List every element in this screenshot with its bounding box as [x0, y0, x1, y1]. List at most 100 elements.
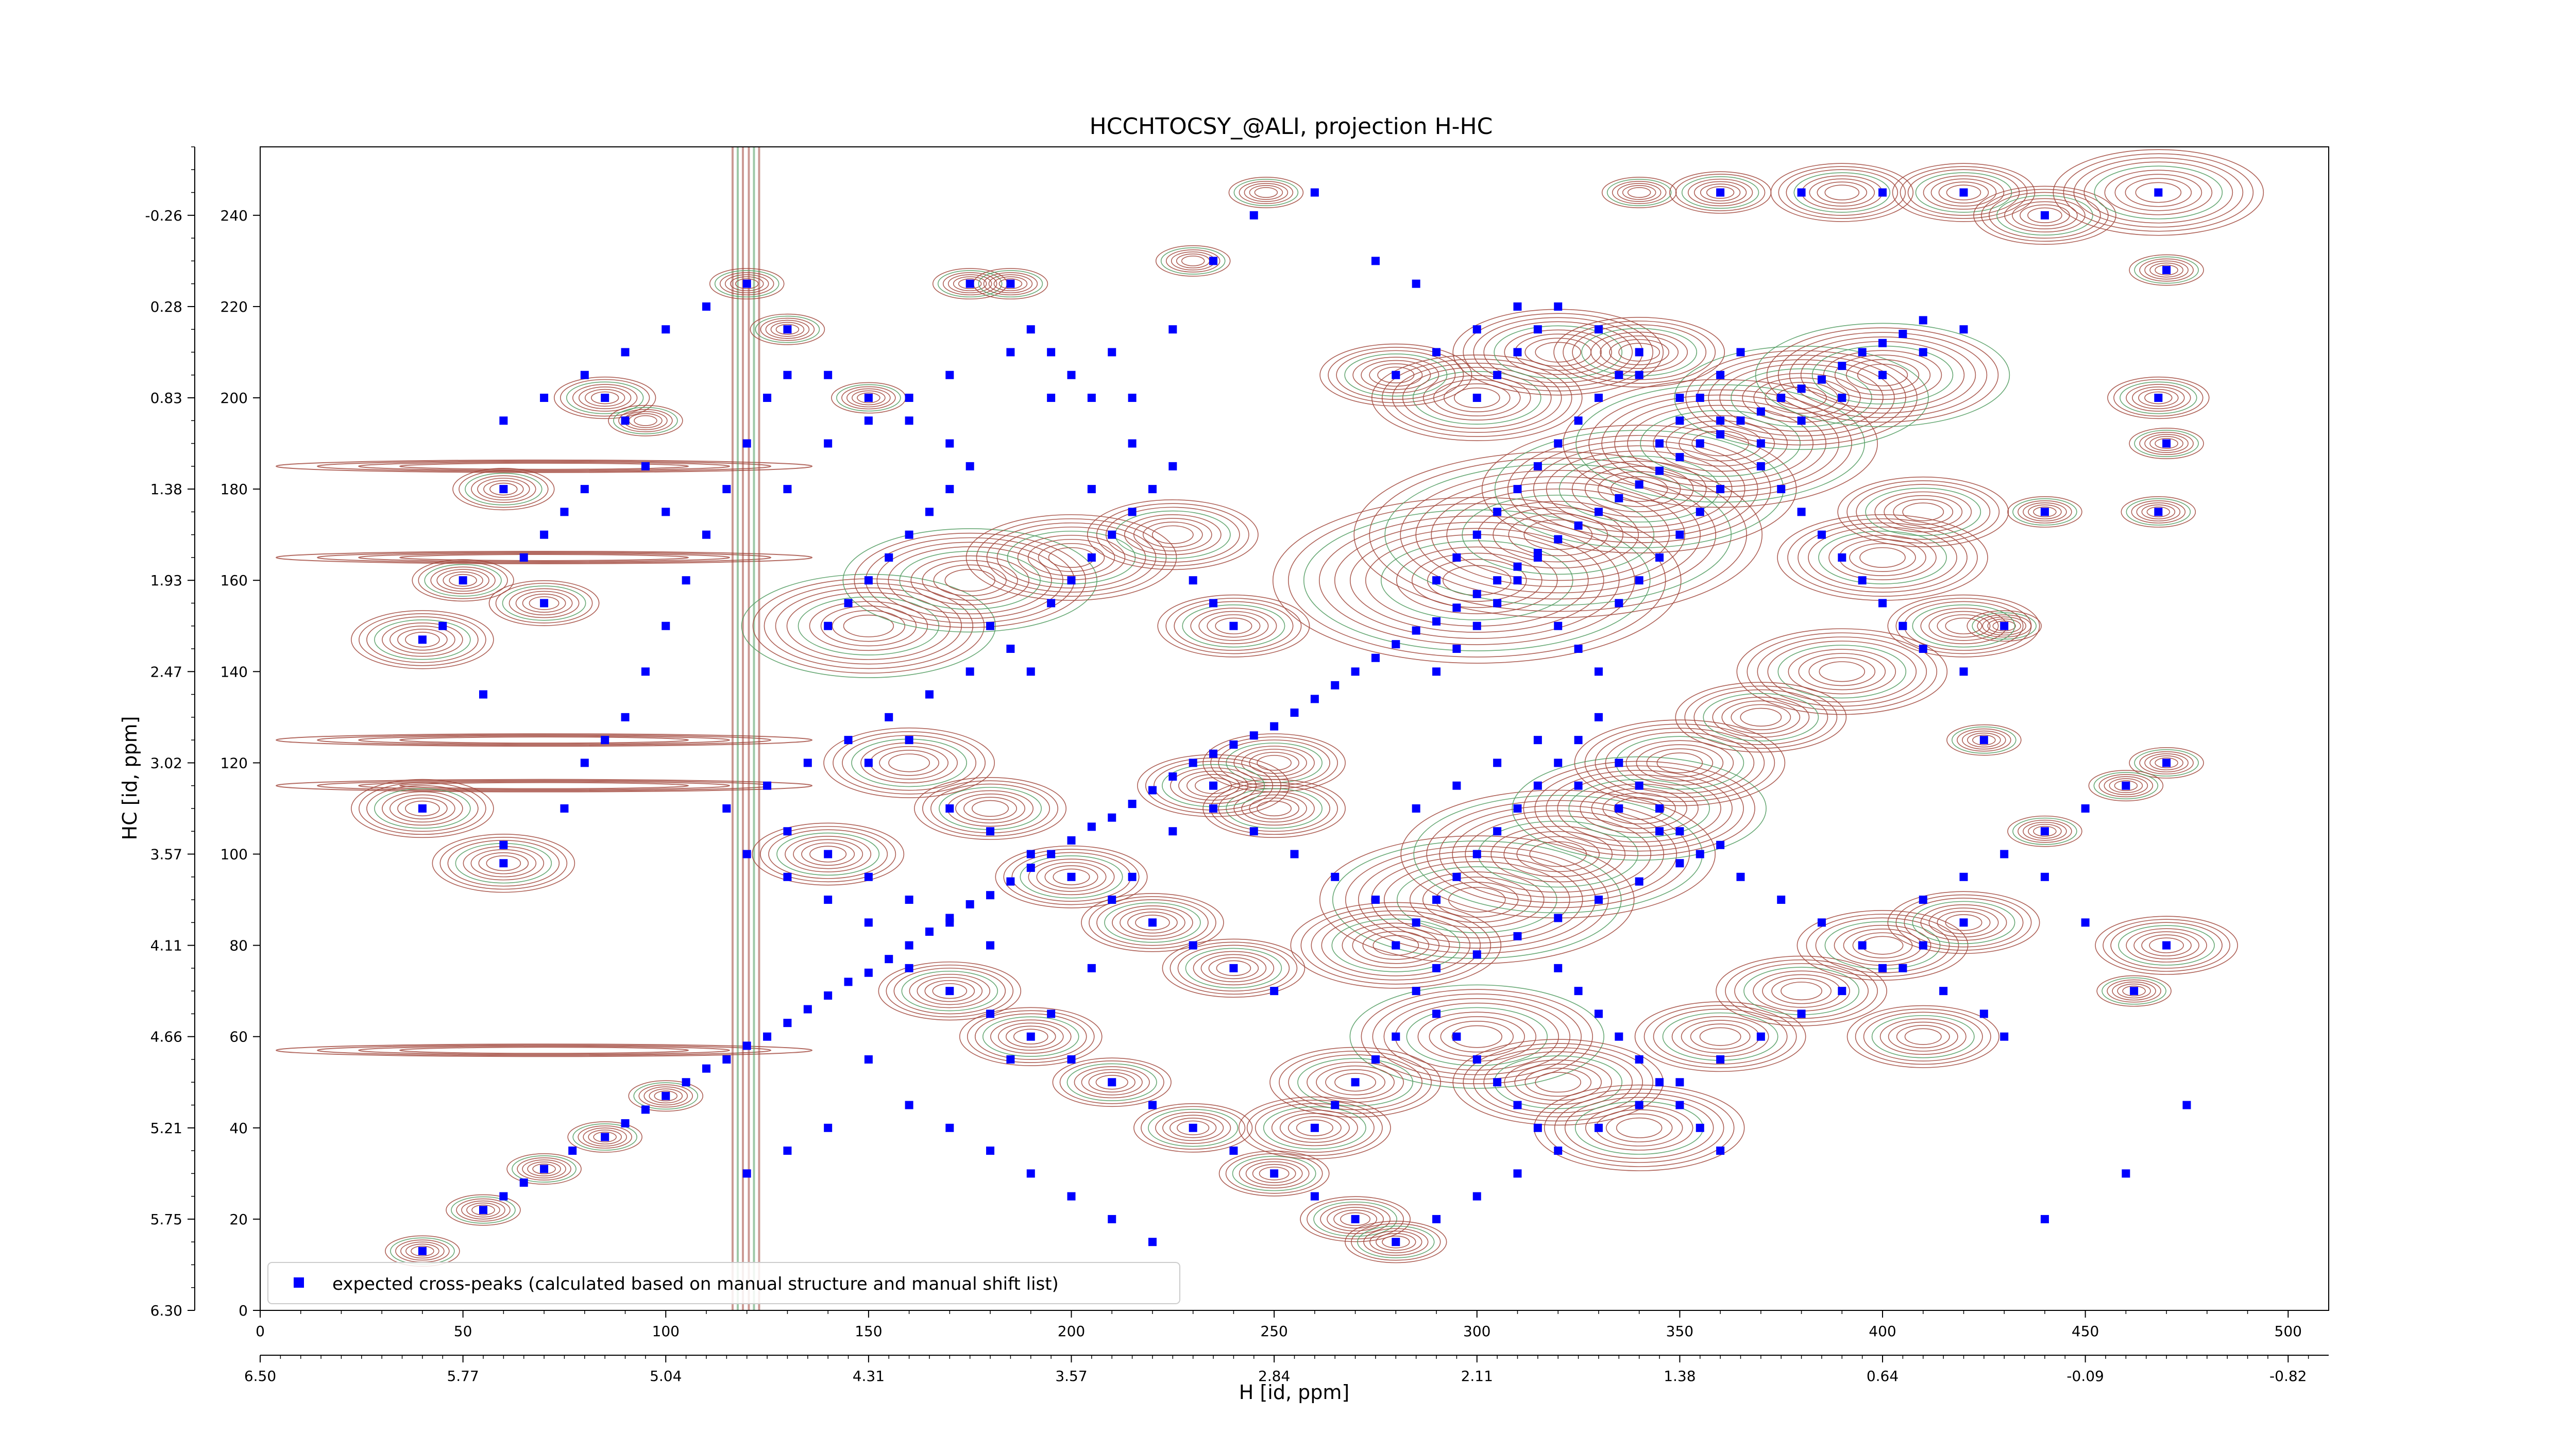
contour-ring	[1699, 1027, 1741, 1046]
contour-ring	[1856, 484, 1991, 540]
y-tick-label: 20	[229, 1211, 248, 1228]
cross-peak-point	[1168, 772, 1177, 781]
cross-peak-point	[1351, 1215, 1360, 1223]
cross-peak-point	[763, 781, 772, 790]
contour-ring	[1819, 661, 1866, 682]
contour-ring	[1946, 184, 1981, 200]
cross-peak-point	[1432, 617, 1441, 626]
contour-ring	[578, 386, 632, 409]
contour-ring	[1443, 383, 1511, 413]
contour-ring	[405, 1243, 439, 1259]
cross-peak-point	[1777, 896, 1786, 904]
contour-ring	[1239, 1158, 1310, 1189]
contour-ring	[1553, 316, 1725, 387]
cross-peak-point	[601, 394, 609, 402]
contour-ring	[1318, 515, 1635, 645]
contour-ring	[2018, 819, 2072, 843]
contour-ring	[1202, 779, 1346, 838]
contour-ring	[1381, 359, 1572, 437]
cross-peak-point	[986, 1009, 995, 1018]
contour-ring	[1148, 1109, 1239, 1147]
cross-peak-point	[986, 941, 995, 950]
contour-ring	[618, 409, 673, 432]
contour-ring	[990, 1019, 1072, 1054]
contour-ring	[852, 390, 886, 406]
contour-ring	[1834, 355, 1931, 396]
cross-peak-point	[1412, 626, 1420, 635]
contour-ring	[2129, 747, 2204, 779]
contour-ring	[1271, 1109, 1358, 1147]
cross-peak-point	[1209, 749, 1218, 758]
contour-ring	[1195, 777, 1232, 794]
cross-peak-point	[905, 394, 913, 402]
contour-ring	[1120, 908, 1185, 937]
cross-peak-point	[864, 968, 873, 977]
contour-ring	[1601, 177, 1677, 208]
contour-ring	[1177, 1120, 1210, 1136]
cross-peak-point	[2162, 759, 2171, 767]
contour-ring	[1200, 954, 1267, 983]
contour-ring	[2144, 391, 2173, 405]
contour-ring	[735, 278, 759, 290]
contour-ring	[1846, 480, 2000, 544]
cross-peak-point	[1148, 918, 1157, 927]
x-tick-label: 300	[1463, 1323, 1490, 1340]
x-ppm-tick-label: -0.82	[2269, 1368, 2307, 1385]
contour-ring	[572, 384, 638, 412]
cross-peak-point	[1797, 188, 1806, 197]
cross-peak-point	[1716, 485, 1725, 494]
contour-ring	[1133, 518, 1212, 552]
contour-ring	[760, 317, 815, 341]
cross-peak-point	[783, 485, 792, 494]
cross-peak-point	[682, 1078, 690, 1087]
contour-ring	[1463, 1043, 1654, 1122]
contour-ring	[470, 849, 537, 878]
y-tick-label: 180	[221, 481, 248, 498]
contour-ring	[1504, 1059, 1613, 1105]
contour-ring	[1777, 332, 1988, 418]
contour-ring	[2093, 772, 2159, 800]
contour-ring	[2098, 774, 2154, 798]
cross-peak-point	[1574, 736, 1583, 745]
contour-ring	[843, 614, 894, 637]
contour-ring	[1837, 476, 2009, 547]
contour-ring	[1044, 865, 1098, 889]
cross-peak-point	[662, 1091, 670, 1100]
contour-ring	[1353, 451, 1763, 618]
x-ppm-tick-label: 0.64	[1867, 1368, 1899, 1385]
contour-ring	[776, 832, 880, 876]
contour-ring	[1357, 1225, 1435, 1258]
cross-peak-point	[824, 896, 833, 904]
cross-peak-point	[1452, 781, 1461, 790]
x-tick-label: 150	[855, 1323, 882, 1340]
cross-peak-point	[1412, 987, 1420, 996]
x-ppm-tick-label: 2.11	[1461, 1368, 1493, 1385]
cross-peak-point	[1513, 804, 1522, 813]
cross-peak-point	[1026, 1032, 1035, 1041]
x-tick-label: 250	[1260, 1323, 1287, 1340]
contour-streak	[317, 551, 772, 563]
cross-peak-point	[1756, 407, 1765, 416]
cross-peak-point	[1351, 667, 1360, 676]
contour-ring	[1377, 366, 1415, 383]
contour-ring	[1524, 1068, 1592, 1097]
contour-ring	[1675, 682, 1847, 753]
contour-ring	[1226, 788, 1323, 829]
contour-ring	[2155, 757, 2178, 768]
contour-ring	[2117, 983, 2151, 999]
y-ppm-tick-label: 4.11	[150, 937, 182, 954]
cross-peak-point	[1838, 987, 1846, 996]
contour-ring	[567, 1121, 642, 1153]
contour-ring	[1279, 1113, 1350, 1143]
cross-peak-point	[1959, 667, 1968, 676]
contour-ring	[2131, 500, 2186, 524]
cross-peak-point	[1067, 576, 1076, 585]
contour-ring	[958, 278, 982, 290]
contour-ring	[1731, 704, 1791, 731]
cross-peak-point	[1817, 375, 1826, 384]
contour-ring	[1165, 249, 1221, 273]
contour-ring	[760, 825, 896, 883]
cross-peak-point	[641, 462, 650, 470]
contour-ring	[443, 571, 483, 589]
